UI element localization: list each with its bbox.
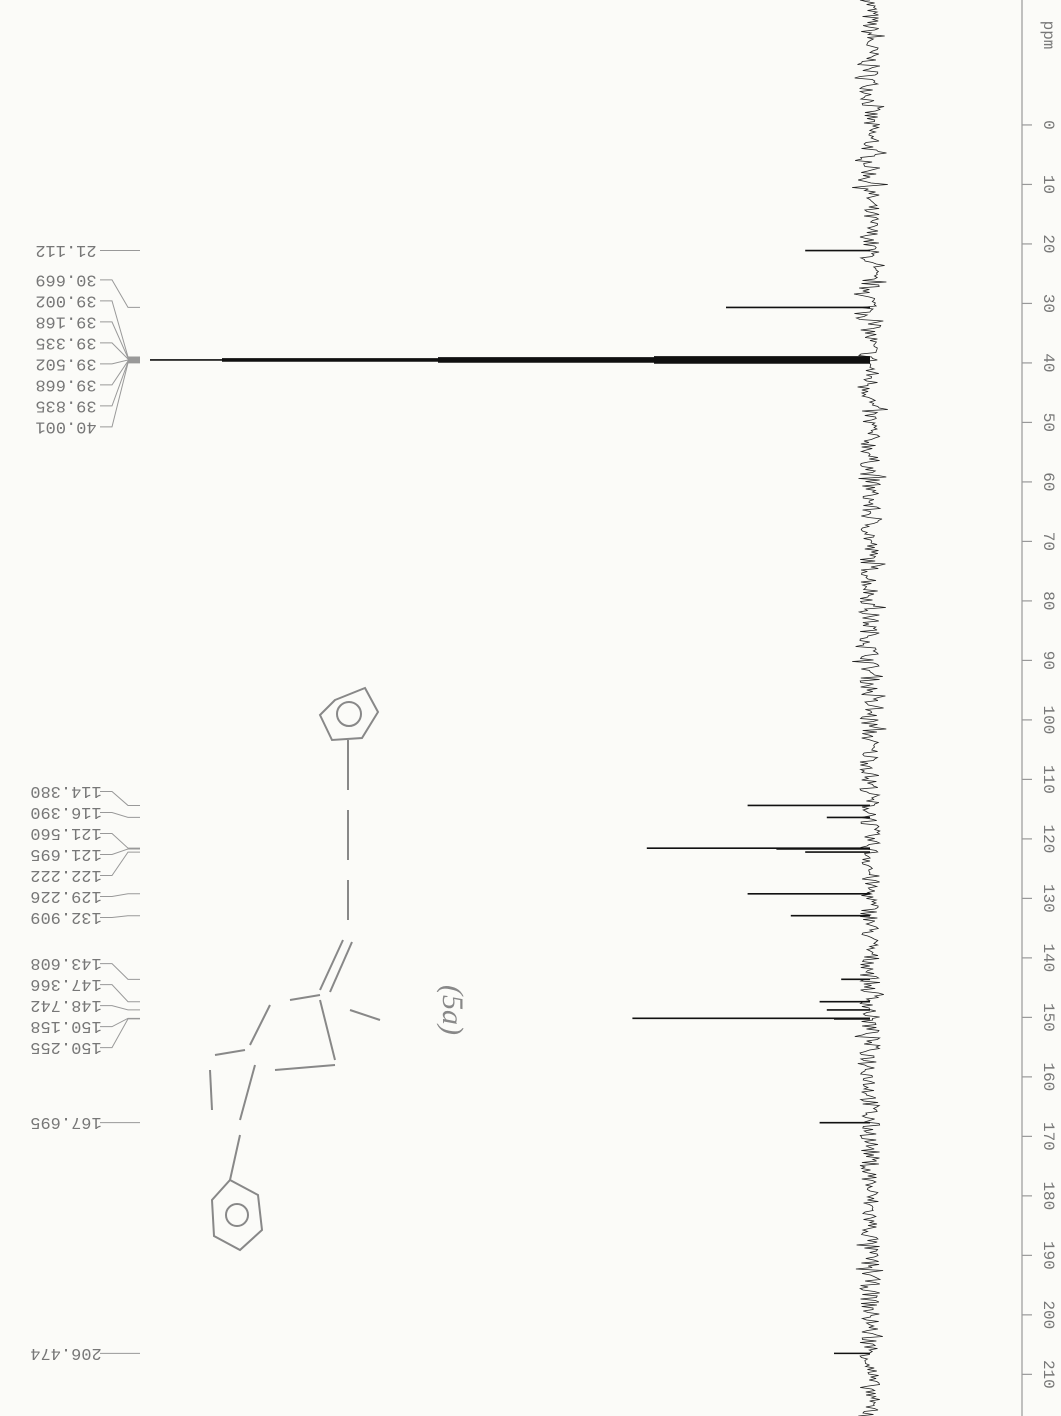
peak-label: 150.158 xyxy=(30,1016,101,1035)
peak-label: 206.474 xyxy=(30,1343,101,1362)
x-axis-label: ppm xyxy=(1039,21,1057,50)
peak-label: 30.669 xyxy=(35,269,96,288)
peak-label-leader xyxy=(100,361,140,407)
peak-label: 39.835 xyxy=(35,395,96,414)
peak-label: 114.380 xyxy=(30,781,101,800)
peak-label-leader xyxy=(100,279,140,308)
x-tick-label: 190 xyxy=(1039,1241,1057,1270)
baseline-noise xyxy=(852,0,888,1416)
x-tick-label: 140 xyxy=(1039,943,1057,972)
x-tick-label: 100 xyxy=(1039,705,1057,734)
x-tick-label: 160 xyxy=(1039,1062,1057,1091)
peak-label-leader xyxy=(100,1018,140,1049)
x-tick-label: 60 xyxy=(1039,472,1057,491)
peak-label-leader xyxy=(100,342,140,360)
peak-label: 39.335 xyxy=(35,332,96,351)
x-tick-label: 200 xyxy=(1039,1300,1057,1329)
peak-label-leader xyxy=(100,848,140,856)
peak-label: 39.502 xyxy=(35,353,96,372)
peak-label: 39.168 xyxy=(35,311,96,330)
peak-label: 39.668 xyxy=(35,374,96,393)
peak-label: 147.366 xyxy=(30,974,101,993)
peak-label-leader xyxy=(100,833,140,849)
peak-label: 121.560 xyxy=(30,823,101,842)
peak-label-leader xyxy=(100,791,140,806)
peak-label-leader xyxy=(100,321,140,359)
peak-label: 148.742 xyxy=(30,995,101,1014)
peak-label-leader xyxy=(100,963,140,980)
x-tick-label: 90 xyxy=(1039,651,1057,670)
x-tick-label: 30 xyxy=(1039,294,1057,313)
peak-label-leader xyxy=(100,893,140,898)
x-tick-label: 40 xyxy=(1039,353,1057,372)
peak-label-leader xyxy=(100,1005,140,1011)
peak-label-leader xyxy=(100,984,140,1003)
x-tick-label: 80 xyxy=(1039,591,1057,610)
x-tick-label: 150 xyxy=(1039,1003,1057,1032)
peak-label-leader xyxy=(100,362,140,428)
structure xyxy=(209,686,381,1252)
peak-label: 40.001 xyxy=(35,416,96,435)
peak-label-leader xyxy=(100,812,140,818)
x-tick-label: 170 xyxy=(1039,1122,1057,1151)
peak-label-leader xyxy=(100,300,140,358)
peak-label: 121.695 xyxy=(30,844,101,863)
x-tick-label: 10 xyxy=(1039,175,1057,194)
x-tick-label: 180 xyxy=(1039,1181,1057,1210)
peak-label: 122.222 xyxy=(30,865,101,884)
x-tick-label: 120 xyxy=(1039,824,1057,853)
peak-label: 116.390 xyxy=(30,802,101,821)
x-tick-label: 130 xyxy=(1039,884,1057,913)
peak-label-leader xyxy=(100,851,140,877)
x-tick-label: 70 xyxy=(1039,532,1057,551)
peak-label-leader xyxy=(100,915,140,919)
x-tick-label: 110 xyxy=(1039,765,1057,794)
annotation: (5a) xyxy=(436,985,469,1035)
peak-label: 167.695 xyxy=(30,1112,101,1131)
peak-label: 143.608 xyxy=(30,953,101,972)
peak-label: 129.226 xyxy=(30,886,101,905)
x-tick-label: 0 xyxy=(1039,120,1057,130)
peak-label-leader xyxy=(100,359,140,365)
peak-label: 150.255 xyxy=(30,1037,101,1056)
x-tick-label: 20 xyxy=(1039,234,1057,253)
peak-label-leader xyxy=(100,1017,140,1028)
peak-label: 39.002 xyxy=(35,290,96,309)
peak-label-leader xyxy=(100,360,140,386)
peak-label: 21.112 xyxy=(35,240,96,259)
peak-label: 132.909 xyxy=(30,907,101,926)
x-tick-label: 50 xyxy=(1039,413,1057,432)
x-tick-label: 210 xyxy=(1039,1360,1057,1389)
